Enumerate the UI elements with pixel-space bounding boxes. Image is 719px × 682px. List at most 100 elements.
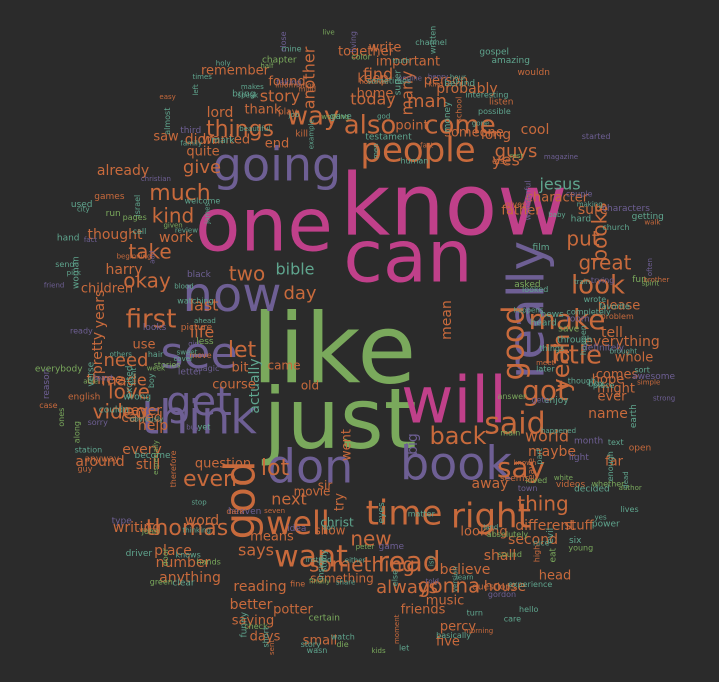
word-play: play: [278, 107, 298, 117]
word-second: second: [508, 532, 558, 548]
word-father: father: [501, 204, 541, 219]
word-fine: fine: [290, 580, 305, 589]
word-later: later: [536, 365, 555, 374]
word-things: things: [206, 117, 274, 142]
word-strong: strong: [653, 395, 675, 403]
word-often: often: [646, 258, 654, 276]
word-third: third: [180, 126, 201, 136]
word-live: live: [322, 29, 334, 37]
word-moment: moment: [393, 614, 401, 644]
word-let: let: [228, 338, 257, 363]
word-guys: guys: [495, 141, 538, 162]
word-now: now: [182, 267, 281, 323]
word-testament: testament: [365, 132, 412, 142]
word-john: john: [141, 527, 159, 536]
word-anyway: anyway: [85, 455, 120, 465]
word-ever: ever: [597, 390, 627, 405]
word-people: people: [360, 131, 475, 171]
word-together: together: [338, 45, 395, 60]
word-else: else: [492, 157, 511, 167]
word-white: white: [554, 474, 573, 482]
word-right: right: [451, 497, 531, 537]
word-pick: pick: [67, 269, 82, 277]
word-used: used: [71, 200, 93, 210]
word-almost: almost: [163, 108, 172, 135]
word-town: town: [518, 484, 538, 493]
word-quite: quite: [186, 145, 219, 160]
word-peter: peter: [356, 543, 375, 551]
word-turn: turn: [467, 608, 483, 617]
word-home: home: [357, 87, 394, 102]
word-different: different: [515, 518, 575, 534]
word-matter: matter: [408, 509, 436, 518]
word-care: care: [504, 614, 521, 623]
word-open: open: [629, 444, 651, 454]
word-others: others: [110, 350, 133, 358]
word-place: place: [154, 543, 192, 559]
word-music: music: [426, 594, 464, 609]
word-know: know: [340, 155, 567, 255]
word-story: story: [301, 640, 321, 649]
word-another: another: [300, 46, 319, 109]
word-back: back: [429, 422, 486, 450]
word-city: city: [77, 206, 90, 214]
word-makes: makes: [241, 83, 264, 91]
word-taking: taking: [276, 78, 301, 87]
word-family: family: [180, 140, 202, 148]
word-living: living: [349, 31, 358, 53]
word-kind: kind: [152, 204, 195, 228]
word-love: love: [108, 380, 150, 404]
word-church: church: [602, 223, 629, 232]
word-take: take: [128, 240, 171, 264]
word-gave: gave: [330, 112, 353, 122]
word-ready: ready: [70, 327, 93, 336]
word-world: world: [525, 427, 569, 446]
word-check: check: [244, 622, 268, 631]
word-power: power: [592, 520, 620, 530]
word-absolutely: absolutely: [487, 530, 529, 539]
word-spirit: spirit: [642, 280, 660, 288]
word-today: today: [350, 90, 396, 109]
word-children: children: [81, 282, 133, 297]
word-next: next: [271, 490, 306, 509]
word-young: young: [568, 544, 593, 553]
word-christ: christ: [320, 516, 354, 530]
word-please: please: [598, 299, 641, 314]
word-news: news: [541, 310, 565, 320]
word-didn: didn: [185, 132, 216, 148]
word-video: video: [93, 400, 148, 424]
word-gordon: gordon: [488, 590, 516, 599]
word-sometimes: sometimes: [367, 77, 411, 86]
word-lives: lives: [620, 505, 638, 514]
word-loved: loved: [525, 476, 547, 485]
word-point: point: [395, 119, 428, 134]
word-maybe: maybe: [528, 444, 576, 460]
word-black: black: [187, 270, 212, 280]
word-time: time: [366, 494, 443, 534]
word-characters: characters: [602, 204, 650, 214]
word-save: save: [558, 324, 580, 334]
word-big: big: [405, 433, 421, 455]
word-nice: nice: [533, 539, 550, 548]
word-thinking: thinking: [182, 527, 210, 535]
word-meet: meet: [536, 359, 554, 367]
word-saying: saying: [232, 614, 275, 629]
word-person: person: [424, 74, 469, 89]
word-anything: anything: [159, 570, 221, 586]
word-dead: dead: [622, 471, 630, 488]
word-thought: thought: [87, 227, 143, 243]
word-mind: mind: [298, 86, 316, 94]
word-call: call: [133, 227, 147, 236]
word-working: working: [321, 113, 349, 121]
word-remember: remember: [201, 64, 270, 79]
word-funny: funny: [240, 611, 250, 637]
word-behind: behind: [444, 79, 475, 89]
word-wrong: wrong: [123, 393, 151, 403]
word-end: end: [265, 137, 290, 152]
word-case: case: [39, 401, 57, 410]
word-mark: mark: [211, 136, 235, 146]
word-sir: sir: [318, 479, 333, 493]
word-clear: clear: [172, 578, 195, 588]
word-watching: watching: [177, 297, 213, 306]
word-kids: kids: [372, 647, 386, 655]
